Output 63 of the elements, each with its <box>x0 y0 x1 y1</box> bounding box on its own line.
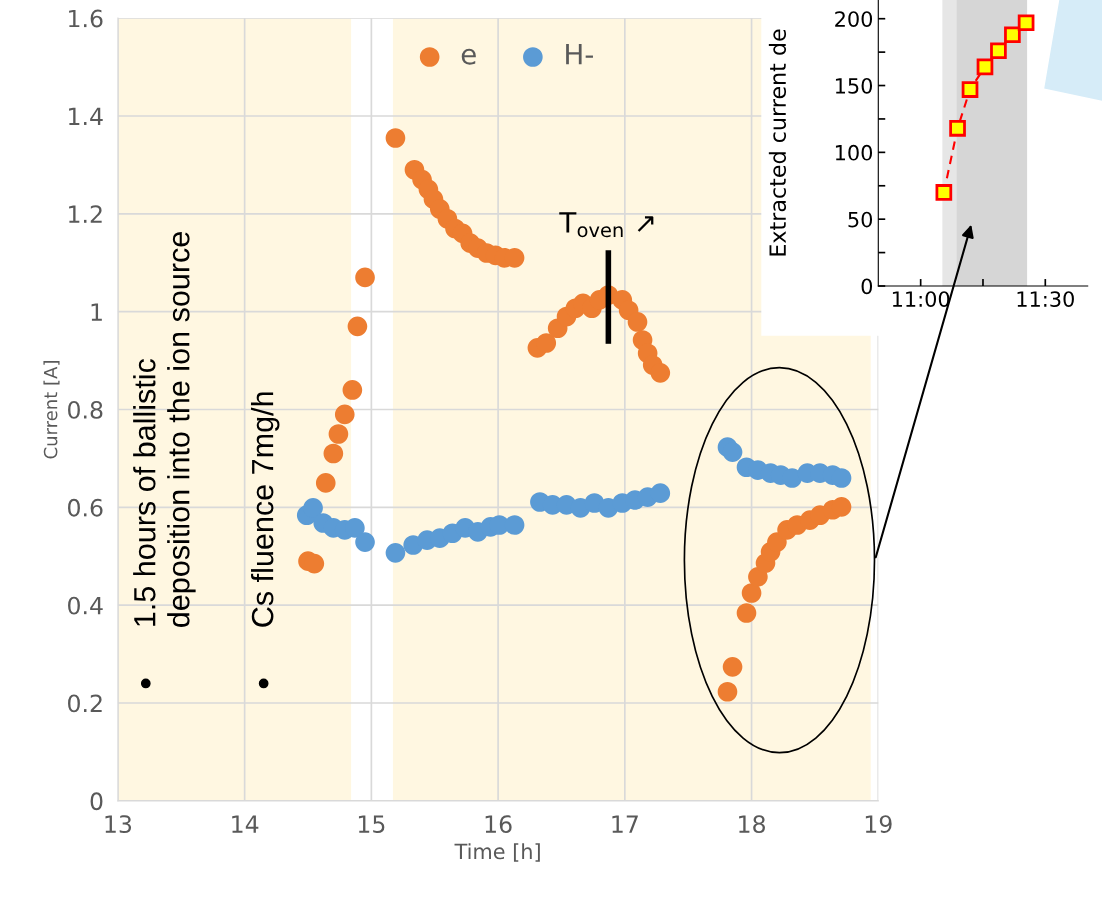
x-tick-label: 13 <box>105 815 132 834</box>
point <box>536 333 557 353</box>
x-tick-label: 17 <box>612 815 638 833</box>
point <box>831 468 852 488</box>
x-tick-label: 15 <box>358 815 385 834</box>
legend-label: H- <box>566 44 593 65</box>
y-tick-label: 1.4 <box>69 107 103 125</box>
point <box>334 404 355 425</box>
y-tick-label: 1.6 <box>69 9 103 28</box>
x-tick-label: 18 <box>739 815 765 834</box>
x-tick-label: 19 <box>865 815 892 834</box>
point <box>831 497 852 517</box>
y-tick-label: 1.2 <box>69 205 102 223</box>
point <box>504 515 525 535</box>
point <box>385 543 406 563</box>
legend-label: e <box>461 48 476 65</box>
y-tick-label: 150 <box>835 77 873 94</box>
point <box>650 483 671 503</box>
y-tick-label: 0.2 <box>68 694 102 713</box>
x-tick-label: 11:00 <box>892 291 950 307</box>
point <box>1004 26 1021 44</box>
y-tick-label: 100 <box>835 144 873 161</box>
x-axis-title: Time [h] <box>454 843 540 862</box>
point <box>328 424 349 444</box>
point <box>990 42 1007 60</box>
point <box>935 184 953 201</box>
annotation: Cs fluence 7mg/h <box>250 392 280 627</box>
y-tick-label: 1 <box>91 303 102 321</box>
y-tick-label: 0.6 <box>68 498 103 517</box>
point <box>323 443 344 464</box>
y-tick-label: 200 <box>835 11 873 27</box>
point <box>976 58 994 76</box>
point <box>303 498 323 518</box>
annotation: T$_{oven}$ ↗ <box>559 212 654 238</box>
y-tick-label: 0.8 <box>68 400 103 419</box>
x-tick-label: 11:30 <box>1017 291 1074 307</box>
point <box>315 473 336 493</box>
annotation: 1.5 hours of ballistic deposition into the ion source <box>133 232 196 627</box>
point <box>722 657 743 677</box>
point <box>741 583 762 603</box>
point <box>650 363 671 383</box>
point <box>736 603 757 623</box>
y-tick-label: 0 <box>861 278 873 295</box>
x-tick-label: 14 <box>232 815 259 833</box>
point <box>342 380 363 400</box>
y-axis-title: Extracted current de <box>768 29 787 256</box>
point <box>961 81 979 98</box>
x-tick-label: 16 <box>485 815 512 834</box>
point <box>355 267 375 288</box>
point <box>347 316 368 337</box>
point <box>355 532 375 552</box>
y-axis-title: Current [A] <box>43 361 60 459</box>
y-tick-label: 0.4 <box>68 596 103 615</box>
point <box>385 128 406 148</box>
point <box>722 442 743 462</box>
point <box>949 119 966 137</box>
point <box>345 518 365 538</box>
point <box>1017 14 1035 32</box>
y-tick-label: 50 <box>848 211 873 228</box>
point <box>304 553 325 574</box>
point <box>627 312 648 332</box>
y-tick-label: 0 <box>90 792 103 811</box>
point <box>717 681 738 702</box>
